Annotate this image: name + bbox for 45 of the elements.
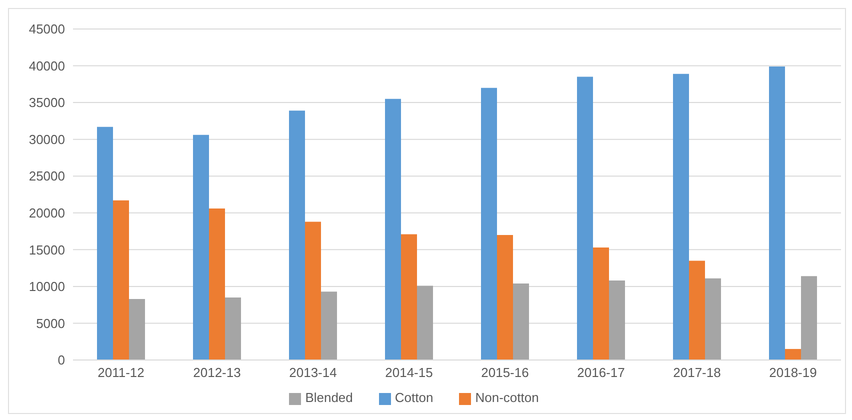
bar bbox=[481, 88, 497, 360]
bar bbox=[113, 200, 129, 360]
legend-label: Non-cotton bbox=[475, 390, 539, 405]
bar bbox=[289, 110, 305, 360]
y-tick-label: 30000 bbox=[28, 132, 65, 147]
x-tick-label: 2013-14 bbox=[289, 365, 337, 380]
bar bbox=[609, 280, 625, 360]
y-tick-label: 45000 bbox=[28, 22, 65, 37]
y-tick-label: 35000 bbox=[28, 95, 65, 110]
bar bbox=[417, 286, 433, 360]
bar bbox=[225, 297, 241, 360]
bar bbox=[401, 234, 417, 360]
x-tick-label: 2016-17 bbox=[577, 365, 625, 380]
legend-label: Cotton bbox=[394, 390, 434, 405]
bar bbox=[513, 284, 529, 360]
x-tick-label: 2017-18 bbox=[673, 365, 721, 380]
x-tick-label: 2015-16 bbox=[481, 365, 529, 380]
bar bbox=[305, 222, 321, 360]
bar bbox=[769, 66, 785, 360]
y-tick-label: 0 bbox=[58, 352, 65, 368]
x-tick-label: 2011-12 bbox=[98, 365, 144, 380]
bar bbox=[193, 134, 209, 360]
y-tick-label: 15000 bbox=[28, 242, 65, 258]
bar bbox=[673, 74, 689, 360]
x-tick-label: 2012-13 bbox=[193, 365, 241, 380]
bar bbox=[593, 247, 609, 360]
legend-label: Blended bbox=[305, 390, 353, 405]
bar bbox=[129, 298, 145, 360]
y-tick-label: 5000 bbox=[36, 316, 65, 331]
y-tick-label: 25000 bbox=[28, 168, 65, 184]
bar bbox=[209, 208, 225, 360]
bar bbox=[785, 348, 801, 360]
y-tick-label: 20000 bbox=[28, 206, 65, 221]
y-tick-label: 10000 bbox=[28, 279, 65, 294]
bar bbox=[385, 98, 401, 360]
bar bbox=[497, 234, 513, 360]
bar bbox=[689, 260, 705, 360]
bar bbox=[801, 276, 817, 360]
x-tick-label: 2018-19 bbox=[769, 365, 817, 380]
bar bbox=[577, 76, 593, 360]
bar bbox=[321, 292, 337, 360]
y-tick-label: 40000 bbox=[28, 58, 65, 74]
bar bbox=[705, 278, 721, 360]
bar bbox=[97, 126, 113, 360]
x-tick-label: 2014-15 bbox=[385, 365, 433, 380]
